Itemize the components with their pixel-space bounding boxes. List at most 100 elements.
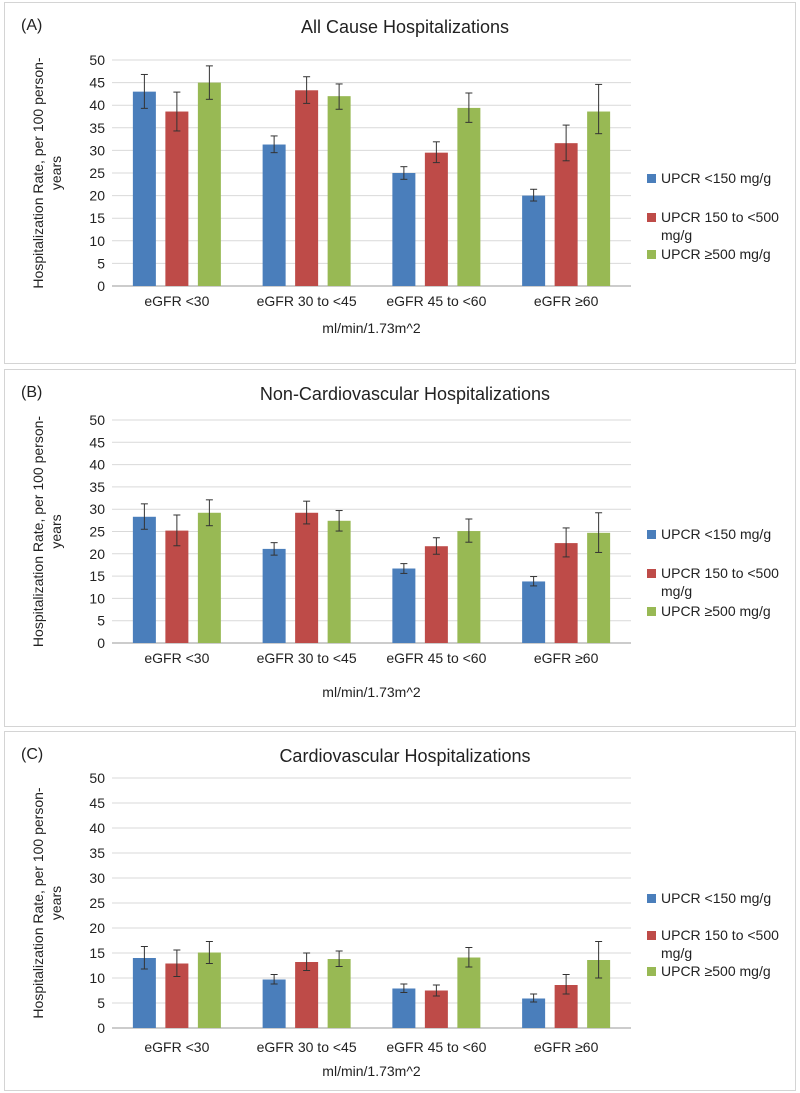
x-axis-label: ml/min/1.73m^2 [322,1063,421,1079]
y-tick-label: 5 [97,255,105,271]
y-axis-label: Hospitalization Rate, per 100 person-yea… [30,57,64,288]
bar [327,520,351,643]
bar [327,959,351,1028]
y-axis-label: Hospitalization Rate, per 100 person-yea… [30,787,64,1018]
bar [457,957,481,1028]
y-tick-label: 20 [89,920,105,936]
legend-label: UPCR <150 mg/g [661,526,771,542]
y-tick-label: 15 [89,945,105,961]
bar [554,985,578,1028]
bar [457,107,481,286]
y-tick-label: 40 [89,820,105,836]
legend-swatch [647,213,656,222]
x-tick-label: eGFR <30 [144,650,209,666]
bar [197,952,221,1028]
legend-label: UPCR ≥500 mg/g [661,963,771,979]
y-tick-label: 30 [89,142,105,158]
bar [457,531,481,643]
y-axis-label-line: years [48,156,64,190]
y-axis-label-line: Hospitalization Rate, per 100 person- [30,416,46,647]
y-tick-label: 45 [89,75,105,91]
panel-label: (B) [21,384,43,401]
y-tick-label: 5 [97,613,105,629]
y-tick-label: 25 [89,165,105,181]
bar [522,195,546,286]
y-tick-label: 0 [97,635,105,651]
chart-svg: 0 5 10 15 20 25 30 35 40 45 50 Hospitalization Rate… [30,412,779,700]
bar [197,82,221,286]
bar [295,512,319,643]
y-axis-label-line: years [48,514,64,548]
y-axis-label-line: years [48,886,64,920]
bar [262,979,286,1028]
y-tick-label: 35 [89,120,105,136]
bar [424,152,448,286]
chart-title: All Cause Hospitalizations [300,17,510,37]
legend-swatch [647,569,656,578]
bar [392,568,416,643]
x-tick-label: eGFR <30 [144,293,209,309]
bar [392,988,416,1028]
bar [392,173,416,286]
chart-svg: 0 5 10 15 20 25 30 35 40 45 50 Hospitalization Rate… [30,52,779,336]
legend-swatch [647,967,656,976]
legend-label: mg/g [661,583,692,599]
y-tick-label: 30 [89,870,105,886]
y-tick-label: 5 [97,995,105,1011]
legend-swatch [647,931,656,940]
bar [522,581,546,643]
chart-panel-a: 0 5 10 15 20 25 30 35 40 45 50 Hospitalization Rate… [4,2,796,364]
chart-panel-c: 0 5 10 15 20 25 30 35 40 45 50 Hospitalization Rate… [4,731,796,1091]
bar [587,111,611,286]
bar [295,90,319,286]
x-axis-label: ml/min/1.73m^2 [322,684,421,700]
y-tick-label: 30 [89,501,105,517]
x-tick-label: eGFR ≥60 [534,650,599,666]
bar [424,990,448,1028]
y-tick-label: 20 [89,188,105,204]
bar [262,144,286,286]
panel-label: (A) [21,17,43,34]
y-tick-label: 25 [89,524,105,540]
y-tick-label: 20 [89,546,105,562]
bar [554,543,578,643]
chart-panel-b: 0 5 10 15 20 25 30 35 40 45 50 Hospitalization Rate… [4,369,796,727]
chart-svg: 0 5 10 15 20 25 30 35 40 45 50 Hospitalization Rate… [30,770,779,1079]
y-tick-label: 10 [89,233,105,249]
panel-label: (C) [21,746,44,763]
legend-label: UPCR 150 to <500 [661,927,779,943]
y-tick-label: 35 [89,845,105,861]
bar [522,998,546,1028]
legend-label: mg/g [661,945,692,961]
y-tick-label: 10 [89,970,105,986]
x-axis-label: ml/min/1.73m^2 [322,320,421,336]
x-tick-label: eGFR <30 [144,1039,209,1055]
bar [132,516,156,643]
y-tick-label: 15 [89,568,105,584]
legend-label: mg/g [661,227,692,243]
bar [132,91,156,286]
bar [197,512,221,643]
y-tick-label: 50 [89,52,105,68]
y-tick-label: 50 [89,412,105,428]
legend-label: UPCR ≥500 mg/g [661,246,771,262]
y-axis-label: Hospitalization Rate, per 100 person-yea… [30,416,64,647]
y-tick-label: 45 [89,795,105,811]
legend-label: UPCR 150 to <500 [661,209,779,225]
bar [554,143,578,286]
legend-swatch [647,894,656,903]
y-tick-label: 45 [89,434,105,450]
x-tick-label: eGFR 30 to <45 [257,650,357,666]
bar [165,111,189,286]
bar [262,548,286,643]
y-tick-label: 40 [89,457,105,473]
chart-title: Cardiovascular Hospitalizations [279,746,531,766]
x-tick-label: eGFR 45 to <60 [386,650,486,666]
legend-label: UPCR ≥500 mg/g [661,603,771,619]
legend-label: UPCR 150 to <500 [661,565,779,581]
y-tick-label: 35 [89,479,105,495]
x-tick-label: eGFR 30 to <45 [257,293,357,309]
y-tick-label: 40 [89,97,105,113]
x-tick-label: eGFR ≥60 [534,1039,599,1055]
bar [587,960,611,1028]
